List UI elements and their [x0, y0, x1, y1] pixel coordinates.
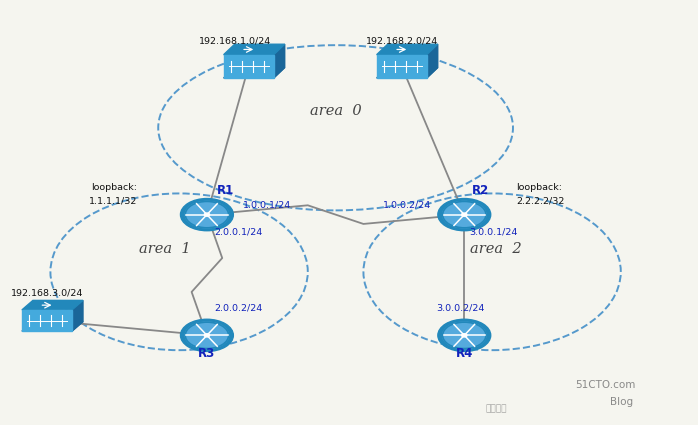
Circle shape	[185, 322, 228, 348]
Text: 2.2.2.2/32: 2.2.2.2/32	[517, 196, 565, 205]
Text: 3.0.0.1/24: 3.0.0.1/24	[469, 228, 517, 237]
Text: 51CTO.com: 51CTO.com	[576, 380, 636, 390]
Circle shape	[443, 322, 486, 348]
Circle shape	[181, 319, 233, 351]
Text: 技术博客: 技术博客	[485, 405, 507, 414]
Polygon shape	[274, 44, 285, 78]
Polygon shape	[377, 55, 426, 78]
Text: 2.0.0.1/24: 2.0.0.1/24	[214, 228, 262, 237]
Text: 192.168.3.0/24: 192.168.3.0/24	[10, 288, 83, 297]
Text: 1.0.0.2/24: 1.0.0.2/24	[383, 201, 431, 210]
Text: area  1: area 1	[140, 242, 191, 256]
Text: loopback:: loopback:	[517, 184, 563, 193]
Text: R2: R2	[472, 184, 489, 197]
Text: 192.168.2.0/24: 192.168.2.0/24	[366, 36, 438, 45]
Polygon shape	[377, 44, 438, 55]
Text: area  0: area 0	[310, 104, 362, 118]
Circle shape	[438, 198, 491, 231]
Text: R1: R1	[216, 184, 234, 197]
Text: area  2: area 2	[470, 242, 521, 256]
Circle shape	[205, 334, 209, 337]
Polygon shape	[22, 310, 72, 331]
Polygon shape	[223, 55, 274, 78]
Text: R3: R3	[198, 347, 216, 360]
Text: R4: R4	[456, 347, 473, 360]
Circle shape	[461, 213, 467, 216]
Polygon shape	[426, 44, 438, 78]
Text: 1.0.0.1/24: 1.0.0.1/24	[243, 201, 291, 210]
Polygon shape	[223, 68, 285, 78]
Polygon shape	[22, 322, 83, 331]
Text: loopback:: loopback:	[91, 184, 138, 193]
Text: Blog: Blog	[610, 397, 634, 407]
Text: 1.1.1.1/32: 1.1.1.1/32	[89, 196, 138, 205]
Circle shape	[438, 319, 491, 351]
Circle shape	[443, 201, 486, 228]
Polygon shape	[72, 300, 83, 331]
Text: 3.0.0.2/24: 3.0.0.2/24	[436, 304, 485, 313]
Polygon shape	[223, 44, 285, 55]
Polygon shape	[377, 68, 438, 78]
Text: 192.168.1.0/24: 192.168.1.0/24	[199, 36, 271, 45]
Circle shape	[181, 198, 233, 231]
Circle shape	[205, 213, 209, 216]
Circle shape	[461, 334, 467, 337]
Circle shape	[185, 201, 228, 228]
Text: 2.0.0.2/24: 2.0.0.2/24	[214, 304, 262, 313]
Polygon shape	[22, 300, 83, 310]
